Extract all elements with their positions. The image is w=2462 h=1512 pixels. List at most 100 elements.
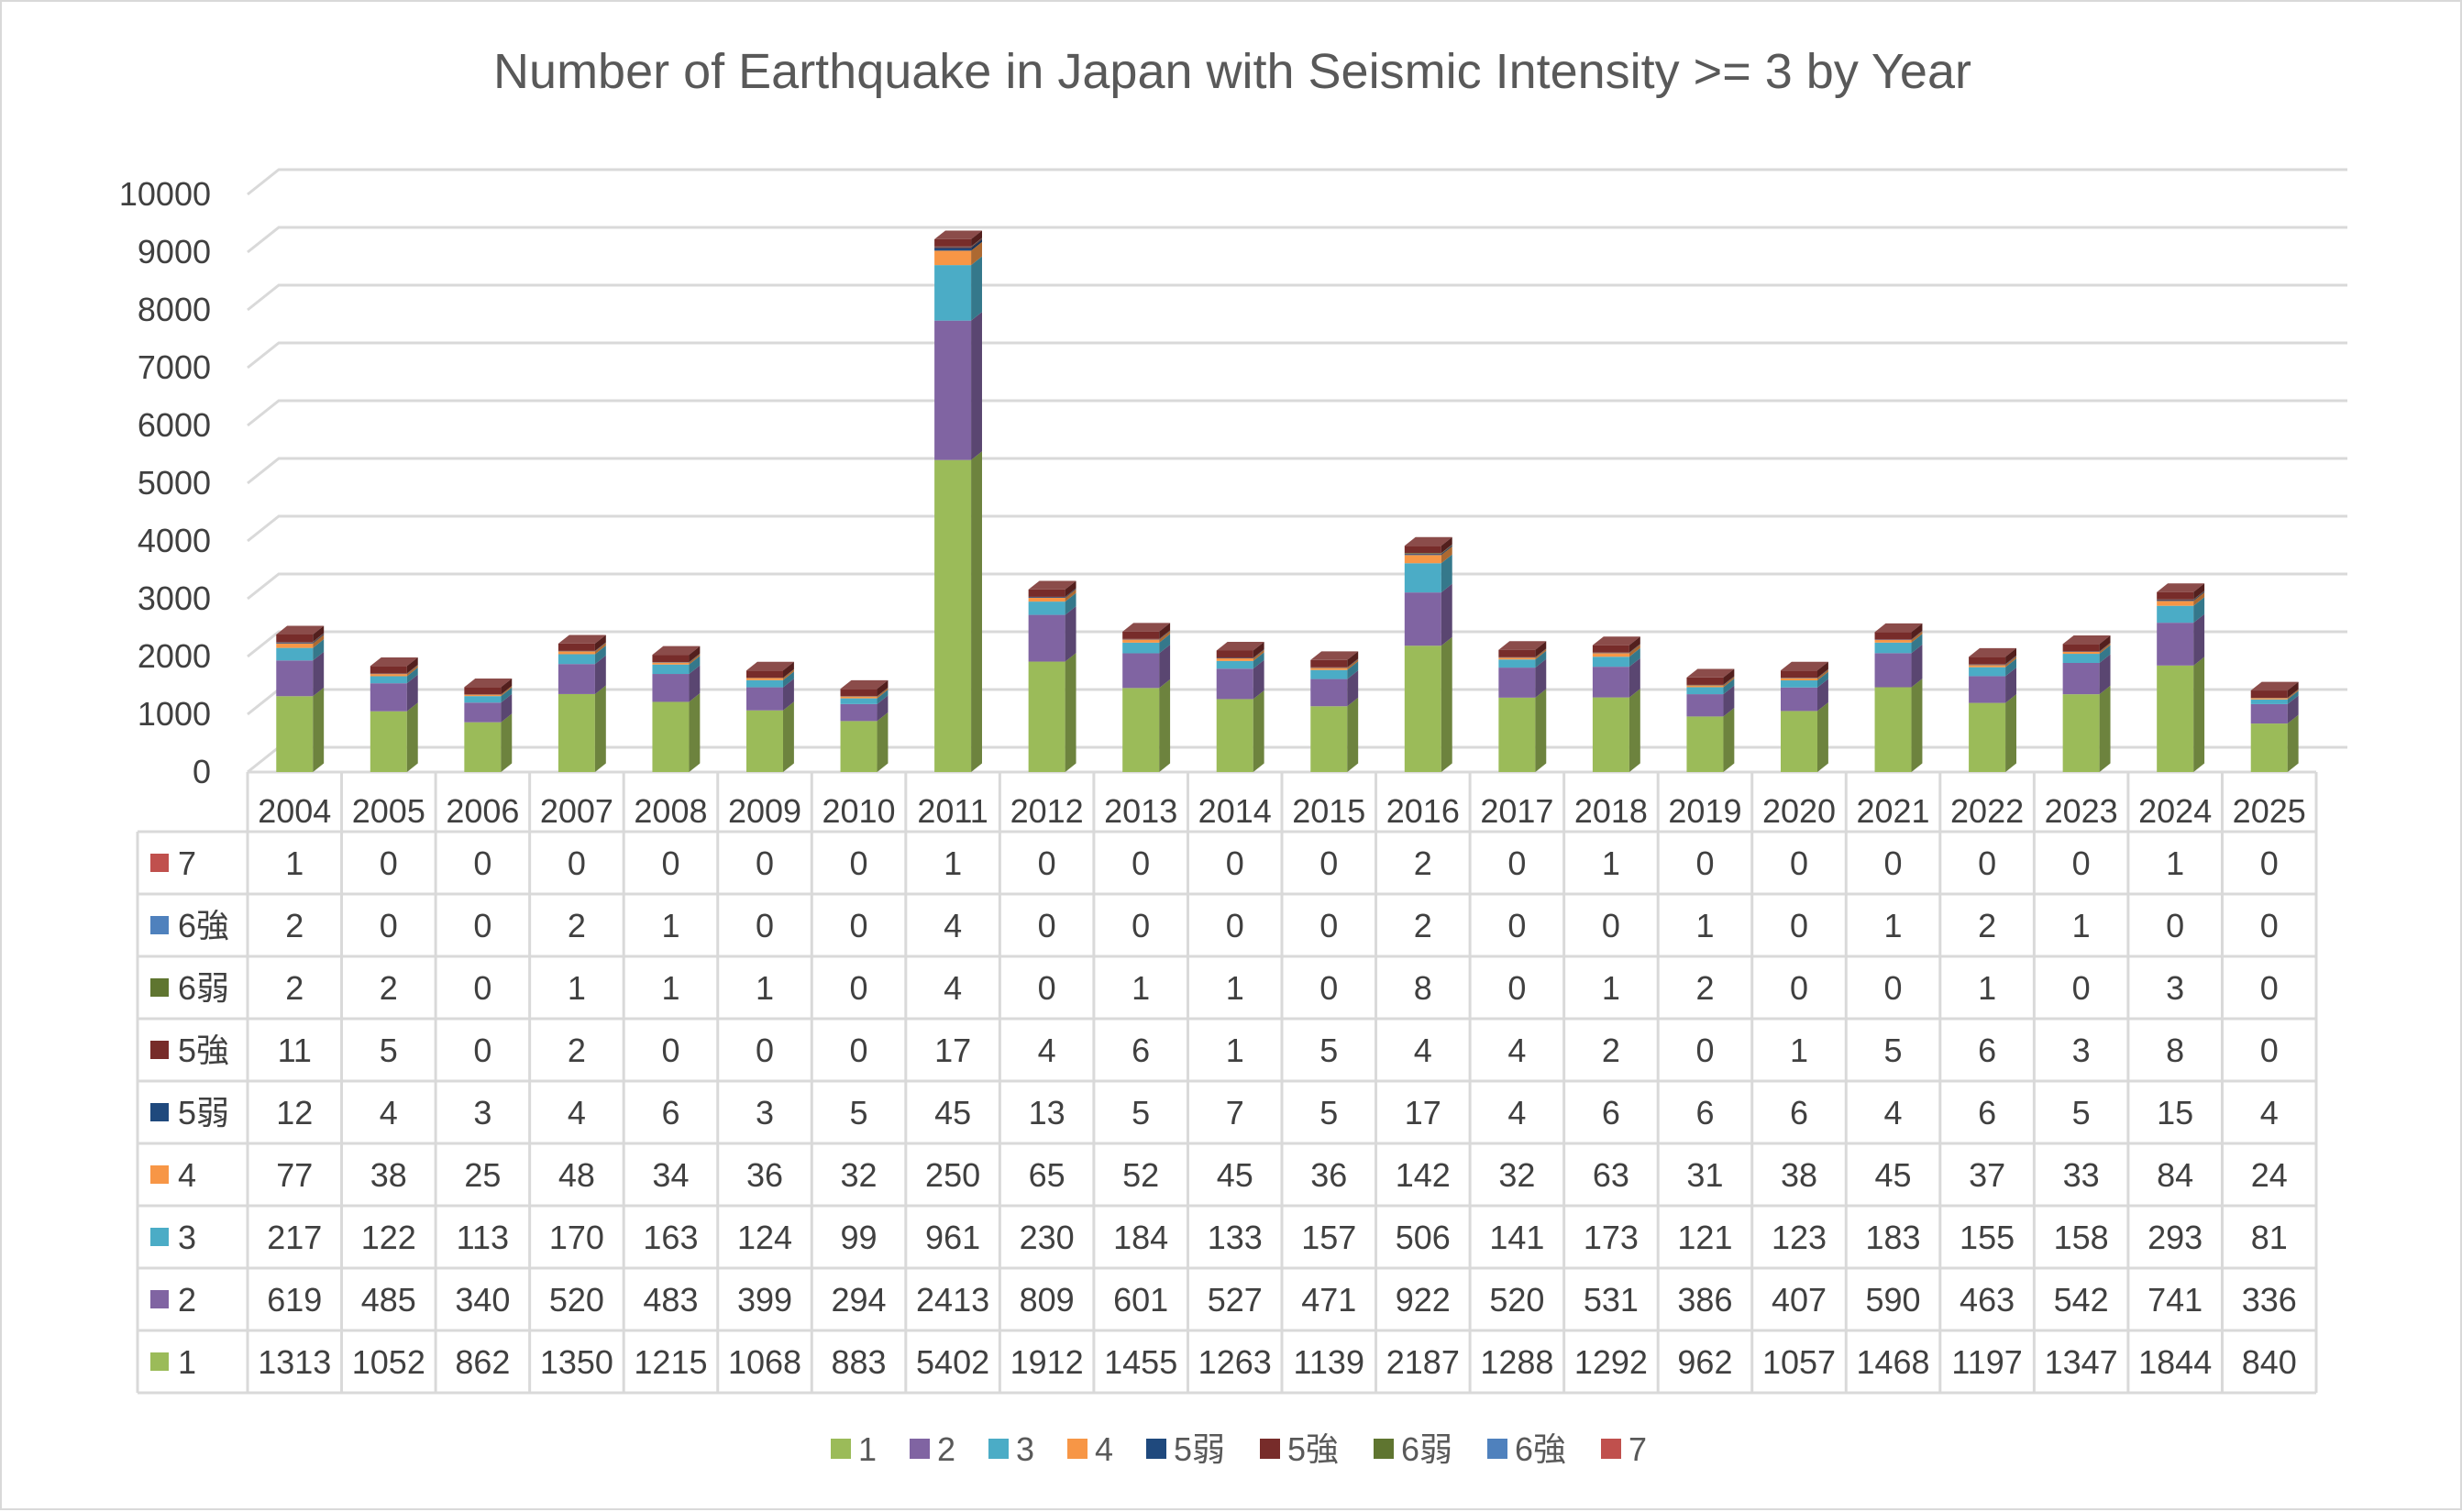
bar-cap-2012 [1029, 590, 1065, 597]
table-cell: 0 [1695, 1032, 1714, 1069]
x-tick-label: 2009 [728, 792, 801, 830]
table-row-label: 4 [178, 1156, 196, 1194]
bar-stack-2014 [1217, 642, 1264, 772]
table-cell: 741 [2147, 1281, 2203, 1319]
bar-2025-series-4 [2251, 698, 2288, 700]
bar-side-2025-series-1 [2288, 715, 2299, 772]
table-cell: 5 [1132, 1094, 1150, 1131]
bar-2018-series-2 [1593, 667, 1629, 697]
table-cell: 45 [1875, 1156, 1912, 1194]
bar-2020-series-2 [1781, 688, 1817, 712]
bar-side-2017-series-1 [1535, 689, 1546, 772]
bar-cap-2019 [1686, 678, 1723, 685]
gridline [248, 343, 2347, 368]
legend-item-3: 3 [988, 1430, 1034, 1468]
legend-label: 3 [1016, 1430, 1034, 1468]
bar-stack-2008 [652, 646, 700, 772]
table-cell: 6 [1695, 1094, 1714, 1131]
table-cell: 386 [1677, 1281, 1732, 1319]
bar-stack-2006 [464, 679, 512, 772]
table-cell: 1 [1226, 969, 1244, 1007]
bar-2007-series-3 [558, 654, 595, 664]
bar-2024-series-2 [2157, 623, 2193, 666]
table-cell: 6 [661, 1094, 679, 1131]
bar-cap-2020 [1781, 670, 1817, 678]
x-tick-label: 2023 [2045, 792, 2118, 830]
table-cell: 163 [643, 1219, 698, 1256]
table-cell: 962 [1677, 1343, 1732, 1381]
legend-item-1: 1 [831, 1430, 877, 1468]
table-cell: 1 [1602, 844, 1620, 882]
table-cell: 63 [1593, 1156, 1629, 1194]
table-cell: 13 [1029, 1094, 1065, 1131]
table-cell: 2 [380, 969, 398, 1007]
table-cell: 1068 [728, 1343, 801, 1381]
bar-2012-series-2 [1029, 615, 1065, 662]
table-cell: 2 [568, 1032, 586, 1069]
bar-2019-series-1 [1686, 716, 1723, 772]
bar-side-2019-series-1 [1723, 708, 1734, 772]
table-cell: 158 [2054, 1219, 2109, 1256]
table-cell: 1139 [1294, 1343, 1364, 1381]
table-cell: 0 [380, 844, 398, 882]
table-cell: 0 [473, 844, 491, 882]
table-cell: 173 [1584, 1219, 1639, 1256]
table-cell: 293 [2147, 1219, 2203, 1256]
table-cell: 4 [944, 907, 962, 944]
table-cell: 883 [832, 1343, 887, 1381]
table-row-label: 1 [178, 1343, 196, 1381]
table-row-label: 2 [178, 1281, 196, 1319]
x-tick-label: 2021 [1856, 792, 1929, 830]
table-cell: 0 [380, 907, 398, 944]
table-row-label: 5強 [178, 1032, 229, 1069]
bar-side-2016-series-1 [1441, 637, 1452, 772]
bar-2013-series-1 [1122, 688, 1159, 772]
legend-label: 4 [1095, 1430, 1113, 1468]
bar-side-2012-series-1 [1065, 653, 1076, 772]
table-cell: 4 [1507, 1094, 1526, 1131]
table-cell: 336 [2242, 1281, 2297, 1319]
table-cell: 922 [1396, 1281, 1451, 1319]
table-cell: 0 [2260, 844, 2279, 882]
table-cell: 1 [1226, 1032, 1244, 1069]
table-cell: 1 [568, 969, 586, 1007]
legend-key [1601, 1439, 1621, 1459]
bar-2010-series-2 [841, 704, 878, 722]
y-tick-label: 10000 [119, 175, 211, 213]
y-tick-label: 5000 [138, 464, 211, 502]
bar-2021-series-4 [1875, 640, 1912, 643]
table-cell: 542 [2054, 1281, 2109, 1319]
bar-2006-series-2 [464, 702, 501, 722]
table-cell: 183 [1866, 1219, 1921, 1256]
table-cell: 3 [756, 1094, 774, 1131]
table-cell: 1288 [1480, 1343, 1553, 1381]
bar-2011-series-3 [934, 265, 971, 321]
table-cell: 121 [1677, 1219, 1732, 1256]
legend-label: 6弱 [1401, 1430, 1452, 1468]
table-cell: 32 [841, 1156, 878, 1194]
table-cell: 531 [1584, 1281, 1639, 1319]
table-cell: 1215 [634, 1343, 707, 1381]
bar-2024-series-5強 [2157, 600, 2193, 601]
table-cell: 36 [1310, 1156, 1347, 1194]
legend-key [1374, 1439, 1394, 1459]
table-cell: 483 [643, 1281, 698, 1319]
table-cell: 0 [2072, 844, 2091, 882]
table-cell: 1455 [1104, 1343, 1177, 1381]
table-cell: 1052 [352, 1343, 425, 1381]
table-cell: 0 [1319, 844, 1338, 882]
bar-cap-2016 [1405, 546, 1441, 553]
table-cell: 157 [1301, 1219, 1356, 1256]
table-cell: 1263 [1198, 1343, 1272, 1381]
gridline [248, 574, 2347, 599]
table-cell: 0 [473, 907, 491, 944]
x-tick-label: 2015 [1292, 792, 1365, 830]
bar-cap-2007 [558, 644, 595, 651]
table-legend-key [150, 1165, 169, 1184]
bar-2007-series-1 [558, 694, 595, 772]
bar-2023-series-2 [2063, 663, 2100, 694]
bar-2017-series-2 [1498, 668, 1535, 698]
bar-2011-series-2 [934, 321, 971, 460]
